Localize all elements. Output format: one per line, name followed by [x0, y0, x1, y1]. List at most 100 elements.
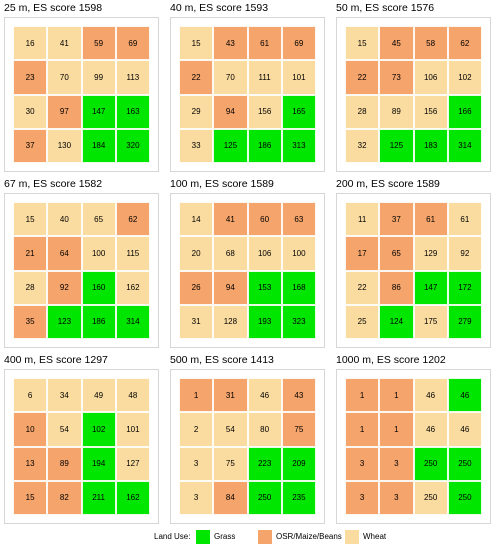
field-cell: 16	[13, 26, 48, 61]
field-cell: 183	[413, 128, 448, 163]
field-cell: 31	[213, 378, 248, 413]
field-cell: 175	[413, 304, 448, 339]
field-grid: 1 31 46 43 2 54 80 75 3 75 223 209 3 84 250 235	[179, 378, 316, 515]
panel-title: 40 m, ES score 1593	[170, 2, 269, 14]
field-cell: 31	[179, 304, 214, 339]
field-cell: 62	[447, 26, 482, 61]
field-cell: 54	[213, 412, 248, 447]
legend-label-grass: Grass	[214, 532, 236, 541]
field-cell: 101	[115, 412, 150, 447]
field-cell: 250	[247, 480, 282, 515]
field-cell: 22	[345, 60, 380, 95]
field-cell: 314	[447, 128, 482, 163]
field-cell: 10	[13, 412, 48, 447]
field-grid: 15 40 65 62 21 64 100 115 28 92 160 162 35 123 186 314	[13, 202, 150, 339]
field-cell: 84	[213, 480, 248, 515]
field-grid: 15 45 58 62 22 73 106 102 28 89 156 166 32 125 183 314	[345, 26, 482, 163]
field-grid: 15 43 61 69 22 70 111 101 29 94 156 165 33 125 186 313	[179, 26, 316, 163]
field-cell: 15	[179, 26, 214, 61]
panel-frame: 15 43 61 69 22 70 111 101 29 94 156 165 33 125 186 313	[170, 17, 325, 172]
field-cell: 160	[81, 270, 116, 305]
field-cell: 250	[447, 446, 482, 481]
field-cell: 22	[179, 60, 214, 95]
field-cell: 89	[379, 94, 414, 129]
field-cell: 2	[179, 412, 214, 447]
field-grid: 1 1 46 46 1 1 46 46 3 3 250 250 3 3 250 250	[345, 378, 482, 515]
panel-frame: 15 45 58 62 22 73 106 102 28 89 156 166 32 125 183 314	[336, 17, 491, 172]
field-cell: 235	[281, 480, 316, 515]
field-cell: 147	[81, 94, 116, 129]
field-cell: 69	[281, 26, 316, 61]
field-cell: 15	[345, 26, 380, 61]
panel-title: 67 m, ES score 1582	[4, 178, 103, 190]
field-cell: 49	[81, 378, 116, 413]
field-cell: 1	[379, 378, 414, 413]
field-cell: 184	[81, 128, 116, 163]
field-cell: 70	[47, 60, 82, 95]
field-cell: 46	[447, 378, 482, 413]
field-cell: 1	[345, 378, 380, 413]
field-cell: 323	[281, 304, 316, 339]
panel-frame: 11 37 61 61 17 65 129 92 22 86 147 172 25 124 175 279	[336, 193, 491, 348]
field-cell: 69	[115, 26, 150, 61]
field-cell: 6	[13, 378, 48, 413]
field-cell: 61	[447, 202, 482, 237]
field-cell: 14	[179, 202, 214, 237]
field-cell: 102	[81, 412, 116, 447]
panel-title: 500 m, ES score 1413	[170, 354, 274, 366]
field-cell: 314	[115, 304, 150, 339]
field-cell: 3	[179, 480, 214, 515]
field-cell: 45	[379, 26, 414, 61]
field-cell: 156	[413, 94, 448, 129]
field-grid: 16 41 59 69 23 70 99 113 30 97 147 163 37 130 184 320	[13, 26, 150, 163]
field-cell: 75	[213, 446, 248, 481]
field-cell: 3	[345, 446, 380, 481]
field-cell: 28	[345, 94, 380, 129]
field-cell: 41	[213, 202, 248, 237]
field-cell: 63	[281, 202, 316, 237]
field-cell: 68	[213, 236, 248, 271]
field-cell: 13	[13, 446, 48, 481]
field-cell: 46	[413, 378, 448, 413]
field-cell: 17	[345, 236, 380, 271]
field-cell: 320	[115, 128, 150, 163]
field-cell: 168	[281, 270, 316, 305]
field-cell: 34	[47, 378, 82, 413]
field-cell: 211	[81, 480, 116, 515]
field-cell: 128	[213, 304, 248, 339]
field-cell: 43	[213, 26, 248, 61]
field-cell: 124	[379, 304, 414, 339]
field-cell: 1	[379, 412, 414, 447]
panel-title: 25 m, ES score 1598	[4, 2, 103, 14]
legend-title: Land Use:	[154, 532, 191, 541]
field-cell: 23	[13, 60, 48, 95]
field-cell: 106	[413, 60, 448, 95]
field-cell: 1	[179, 378, 214, 413]
field-cell: 70	[213, 60, 248, 95]
legend: Land Use: Grass OSR/Maize/Beans Wheat	[0, 529, 496, 545]
field-cell: 48	[115, 378, 150, 413]
field-cell: 61	[247, 26, 282, 61]
field-cell: 172	[447, 270, 482, 305]
field-cell: 193	[247, 304, 282, 339]
field-cell: 166	[447, 94, 482, 129]
field-grid: 14 41 60 63 20 68 106 100 26 94 153 168 31 128 193 323	[179, 202, 316, 339]
field-cell: 65	[81, 202, 116, 237]
field-cell: 41	[47, 26, 82, 61]
field-cell: 313	[281, 128, 316, 163]
field-cell: 279	[447, 304, 482, 339]
field-cell: 123	[47, 304, 82, 339]
field-cell: 64	[47, 236, 82, 271]
field-cell: 21	[13, 236, 48, 271]
field-cell: 125	[379, 128, 414, 163]
field-cell: 75	[281, 412, 316, 447]
field-cell: 3	[179, 446, 214, 481]
panel-frame: 15 40 65 62 21 64 100 115 28 92 160 162 35 123 186 314	[4, 193, 159, 348]
field-cell: 113	[115, 60, 150, 95]
field-cell: 46	[447, 412, 482, 447]
field-cell: 186	[247, 128, 282, 163]
field-cell: 37	[13, 128, 48, 163]
panel-frame: 14 41 60 63 20 68 106 100 26 94 153 168 31 128 193 323	[170, 193, 325, 348]
field-cell: 25	[345, 304, 380, 339]
field-cell: 40	[47, 202, 82, 237]
